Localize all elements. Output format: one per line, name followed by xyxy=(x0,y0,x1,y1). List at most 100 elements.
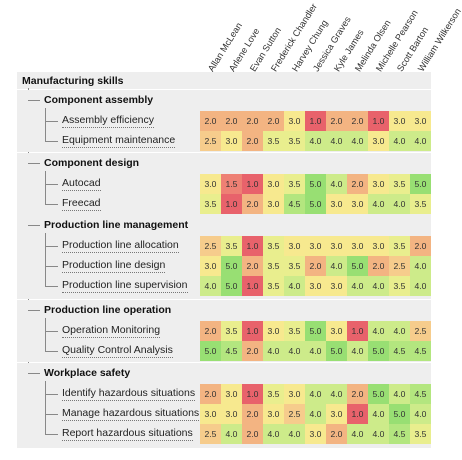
skill-cell[interactable]: 5.0 xyxy=(221,276,242,296)
skill-cell[interactable]: 1.0 xyxy=(347,321,368,341)
skill-cell[interactable]: 2.0 xyxy=(242,131,263,151)
skill-cell[interactable]: 3.5 xyxy=(389,236,410,256)
skill-cell[interactable]: 3.5 xyxy=(221,236,242,256)
category-label[interactable]: Production line management xyxy=(44,219,189,231)
skill-cell[interactable]: 3.0 xyxy=(305,236,326,256)
skill-cell[interactable]: 3.5 xyxy=(200,194,221,214)
skill-cell[interactable]: 2.0 xyxy=(242,256,263,276)
skill-cell[interactable]: 3.5 xyxy=(263,236,284,256)
skill-label[interactable]: Equipment maintenance xyxy=(62,134,176,148)
skill-cell[interactable]: 4.0 xyxy=(284,276,305,296)
skill-label[interactable]: Manage hazardous situations xyxy=(62,407,200,421)
skill-label[interactable]: Operation Monitoring xyxy=(62,324,161,338)
skill-cell[interactable]: 3.0 xyxy=(326,321,347,341)
skill-cell[interactable]: 3.0 xyxy=(200,256,221,276)
skill-cell[interactable]: 3.0 xyxy=(263,174,284,194)
skill-cell[interactable]: 5.0 xyxy=(200,341,221,361)
skill-cell[interactable]: 3.0 xyxy=(326,194,347,214)
skill-cell[interactable]: 2.0 xyxy=(200,384,221,404)
skill-cell[interactable]: 2.0 xyxy=(326,111,347,131)
skill-label[interactable]: Production line design xyxy=(62,259,166,273)
skill-cell[interactable]: 3.0 xyxy=(305,424,326,444)
skill-cell[interactable]: 4.0 xyxy=(305,384,326,404)
skill-cell[interactable]: 4.0 xyxy=(284,424,305,444)
skill-cell[interactable]: 2.0 xyxy=(305,256,326,276)
skill-cell[interactable]: 4.0 xyxy=(368,321,389,341)
skill-cell[interactable]: 3.0 xyxy=(389,111,410,131)
skill-cell[interactable]: 2.0 xyxy=(242,111,263,131)
skill-cell[interactable]: 2.0 xyxy=(410,236,431,256)
skill-label[interactable]: Assembly efficiency xyxy=(62,114,155,128)
skill-cell[interactable]: 2.0 xyxy=(347,111,368,131)
skill-cell[interactable]: 2.5 xyxy=(389,256,410,276)
category-label[interactable]: Production line operation xyxy=(44,304,172,316)
skill-cell[interactable]: 3.0 xyxy=(263,321,284,341)
skill-cell[interactable]: 3.0 xyxy=(200,174,221,194)
skill-cell[interactable]: 2.5 xyxy=(200,424,221,444)
skill-cell[interactable]: 4.0 xyxy=(368,194,389,214)
skill-cell[interactable]: 2.5 xyxy=(200,236,221,256)
skill-cell[interactable]: 2.0 xyxy=(347,384,368,404)
skill-cell[interactable]: 2.0 xyxy=(242,424,263,444)
skill-cell[interactable]: 4.5 xyxy=(410,384,431,404)
skill-cell[interactable]: 4.0 xyxy=(368,424,389,444)
skill-cell[interactable]: 5.0 xyxy=(347,256,368,276)
skill-cell[interactable]: 1.5 xyxy=(221,174,242,194)
skill-cell[interactable]: 4.0 xyxy=(389,384,410,404)
skill-cell[interactable]: 4.0 xyxy=(263,341,284,361)
skill-cell[interactable]: 2.0 xyxy=(242,404,263,424)
skill-cell[interactable]: 3.5 xyxy=(263,131,284,151)
skill-cell[interactable]: 3.5 xyxy=(410,424,431,444)
skill-cell[interactable]: 3.5 xyxy=(221,321,242,341)
skill-cell[interactable]: 4.0 xyxy=(347,424,368,444)
skill-cell[interactable]: 4.5 xyxy=(284,194,305,214)
skill-cell[interactable]: 3.0 xyxy=(221,384,242,404)
skill-cell[interactable]: 3.0 xyxy=(347,194,368,214)
skill-cell[interactable]: 1.0 xyxy=(242,384,263,404)
skill-cell[interactable]: 3.0 xyxy=(326,276,347,296)
skill-label[interactable]: Quality Control Analysis xyxy=(62,344,173,358)
skill-cell[interactable]: 2.0 xyxy=(242,194,263,214)
skill-cell[interactable]: 1.0 xyxy=(305,111,326,131)
skill-label[interactable]: Report hazardous situations xyxy=(62,427,193,441)
skill-cell[interactable]: 1.0 xyxy=(242,321,263,341)
skill-cell[interactable]: 5.0 xyxy=(221,256,242,276)
skill-cell[interactable]: 1.0 xyxy=(221,194,242,214)
skill-cell[interactable]: 3.0 xyxy=(221,131,242,151)
skill-cell[interactable]: 4.0 xyxy=(263,424,284,444)
skill-cell[interactable]: 4.0 xyxy=(221,424,242,444)
skill-cell[interactable]: 2.0 xyxy=(347,174,368,194)
skill-cell[interactable]: 4.0 xyxy=(410,276,431,296)
skill-cell[interactable]: 1.0 xyxy=(242,276,263,296)
skill-cell[interactable]: 3.0 xyxy=(326,404,347,424)
category-label[interactable]: Component assembly xyxy=(44,94,154,106)
skill-cell[interactable]: 3.5 xyxy=(263,384,284,404)
skill-cell[interactable]: 3.5 xyxy=(263,276,284,296)
skill-cell[interactable]: 2.0 xyxy=(200,321,221,341)
category-label[interactable]: Workplace safety xyxy=(44,367,131,379)
skill-cell[interactable]: 4.0 xyxy=(326,174,347,194)
skill-label[interactable]: Identify hazardous situations xyxy=(62,387,196,401)
skill-cell[interactable]: 4.0 xyxy=(305,341,326,361)
skill-cell[interactable]: 4.5 xyxy=(410,341,431,361)
skill-cell[interactable]: 2.0 xyxy=(368,256,389,276)
skill-cell[interactable]: 3.5 xyxy=(284,131,305,151)
skill-cell[interactable]: 2.5 xyxy=(284,404,305,424)
root-label[interactable]: Manufacturing skills xyxy=(22,75,124,87)
skill-cell[interactable]: 4.0 xyxy=(326,384,347,404)
skill-cell[interactable]: 4.0 xyxy=(200,276,221,296)
skill-cell[interactable]: 3.0 xyxy=(326,236,347,256)
skill-cell[interactable]: 4.5 xyxy=(389,341,410,361)
skill-label[interactable]: Autocad xyxy=(62,177,101,191)
skill-cell[interactable]: 1.0 xyxy=(347,404,368,424)
skill-cell[interactable]: 4.0 xyxy=(326,131,347,151)
skill-cell[interactable]: 4.5 xyxy=(221,341,242,361)
skill-cell[interactable]: 5.0 xyxy=(305,321,326,341)
skill-cell[interactable]: 4.0 xyxy=(347,341,368,361)
skill-cell[interactable]: 3.5 xyxy=(389,276,410,296)
skill-cell[interactable]: 5.0 xyxy=(368,341,389,361)
skill-cell[interactable]: 3.0 xyxy=(263,194,284,214)
skill-label[interactable]: Production line allocation xyxy=(62,239,179,253)
skill-cell[interactable]: 4.0 xyxy=(368,276,389,296)
skill-cell[interactable]: 4.0 xyxy=(347,276,368,296)
